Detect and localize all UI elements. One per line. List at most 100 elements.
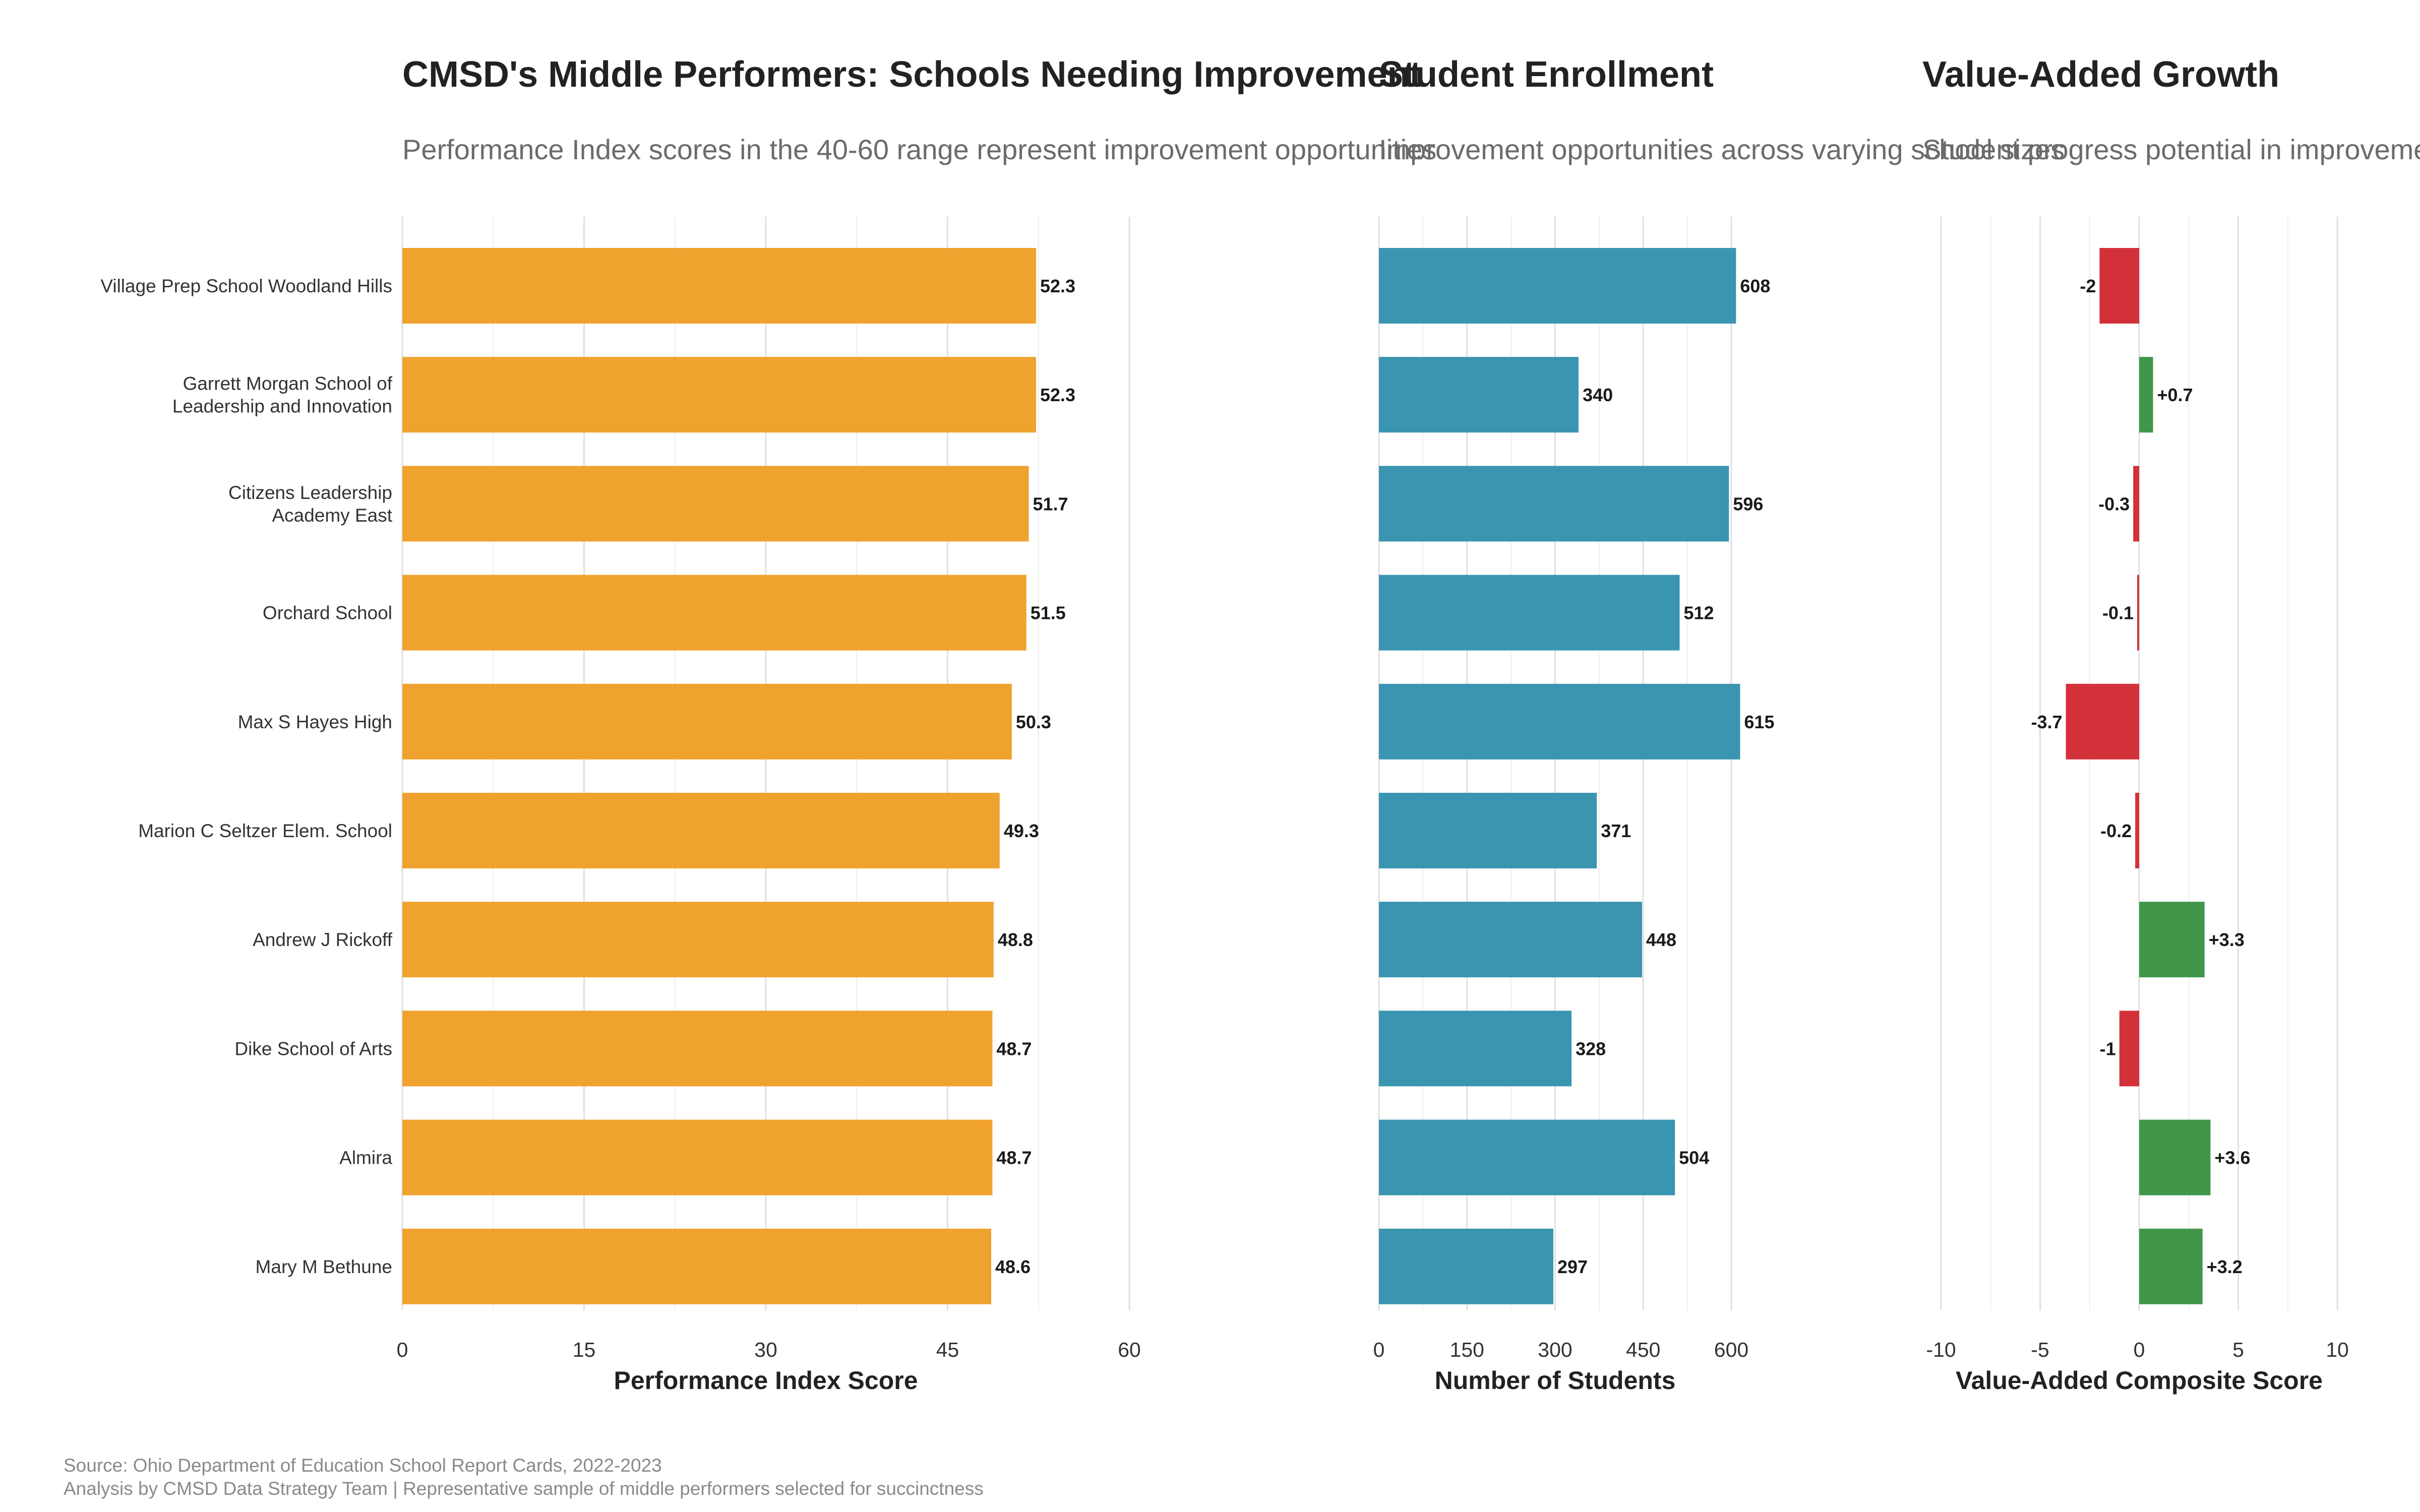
- value-label: +3.2: [2207, 1256, 2243, 1277]
- value-label: 48.7: [996, 1038, 1032, 1059]
- bar: [402, 793, 1000, 868]
- tick-label: 5: [2232, 1338, 2244, 1361]
- bar: [1379, 902, 1642, 978]
- tick-label: 60: [1118, 1338, 1141, 1361]
- value-label: -2: [2080, 276, 2096, 296]
- category-label: Orchard School: [263, 603, 392, 623]
- chart-panel-1: CMSD's Middle Performers: Schools Needin…: [397, 54, 1437, 1395]
- bar: [1379, 248, 1736, 324]
- bar: [2119, 1011, 2139, 1087]
- bar: [402, 1228, 992, 1304]
- bar: [1379, 575, 1680, 651]
- bar: [1379, 357, 1579, 433]
- tick-label: 30: [754, 1338, 777, 1361]
- tick-label: 150: [1450, 1338, 1484, 1361]
- axis-title: Performance Index Score: [614, 1366, 918, 1395]
- bar: [2139, 1228, 2203, 1304]
- tick-label: 300: [1538, 1338, 1572, 1361]
- axis-title: Value-Added Composite Score: [1956, 1366, 2323, 1395]
- value-label: -0.1: [2102, 603, 2134, 623]
- value-label: 504: [1679, 1148, 1709, 1168]
- value-label: 596: [1733, 493, 1763, 514]
- category-label: Citizens Leadership Academy East: [228, 482, 393, 526]
- value-label: 297: [1557, 1256, 1588, 1277]
- value-label: 49.3: [1004, 821, 1039, 841]
- value-label: 51.7: [1033, 493, 1068, 514]
- category-label: Village Prep School Woodland Hills: [100, 276, 392, 296]
- value-label: 52.3: [1040, 276, 1075, 296]
- bar: [402, 1119, 993, 1195]
- value-label: 608: [1740, 276, 1770, 296]
- value-label: 371: [1601, 821, 1631, 841]
- panel-subtitle: Performance Index scores in the 40-60 ra…: [402, 134, 1436, 165]
- value-label: 48.6: [995, 1256, 1031, 1277]
- value-label: 52.3: [1040, 385, 1075, 405]
- bar: [2139, 357, 2153, 433]
- chart-panel-3: Value-Added Growth Student progress poten…: [1922, 54, 2420, 1395]
- tick-label: 15: [573, 1338, 596, 1361]
- bar: [1379, 683, 1740, 760]
- panel-title: CMSD's Middle Performers: Schools Needin…: [402, 54, 1422, 95]
- value-label: -0.2: [2100, 821, 2132, 841]
- bar: [402, 466, 1029, 542]
- value-label: 512: [1683, 603, 1714, 623]
- bar: [1379, 466, 1729, 542]
- value-label: -3.7: [2031, 712, 2063, 732]
- value-label: 50.3: [1016, 712, 1051, 732]
- value-label: 328: [1576, 1038, 1606, 1059]
- bar: [2139, 902, 2205, 978]
- panel-subtitle: Improvement opportunities across varying…: [1379, 134, 2065, 165]
- category-label: Mary M Bethune: [256, 1256, 392, 1277]
- bar: [2137, 575, 2139, 651]
- bar: [1379, 1119, 1675, 1195]
- value-label: +0.7: [2157, 385, 2193, 405]
- bar: [2133, 466, 2139, 542]
- bar: [402, 575, 1026, 651]
- panel-subtitle: Student progress potential in improvemen…: [1922, 134, 2420, 165]
- bar: [1379, 1228, 1554, 1304]
- panel-title: Student Enrollment: [1379, 54, 1714, 95]
- category-label: Andrew J Rickoff: [253, 929, 393, 950]
- value-label: -0.3: [2098, 493, 2130, 514]
- bar: [402, 1011, 993, 1087]
- chart-panel-2: Student Enrollment Improvement opportunit…: [1373, 54, 2065, 1395]
- axis-title: Number of Students: [1435, 1366, 1676, 1395]
- category-label: Almira: [339, 1148, 392, 1168]
- tick-label: 0: [1373, 1338, 1385, 1361]
- analysis-caption: Analysis by CMSD Data Strategy Team | Re…: [64, 1478, 984, 1499]
- value-label: 48.7: [996, 1148, 1032, 1168]
- tick-label: -10: [1926, 1338, 1956, 1361]
- tick-label: 10: [2326, 1338, 2349, 1361]
- panel-title: Value-Added Growth: [1922, 54, 2279, 95]
- category-label: Garrett Morgan School of Leadership and I…: [172, 373, 393, 417]
- tick-label: 450: [1626, 1338, 1660, 1361]
- value-label: -1: [2100, 1038, 2116, 1059]
- category-label: Marion C Seltzer Elem. School: [138, 821, 392, 841]
- bar: [2139, 1119, 2211, 1195]
- bar: [2099, 248, 2139, 324]
- tick-label: 600: [1714, 1338, 1748, 1361]
- bar: [1379, 1011, 1572, 1087]
- bar: [2066, 683, 2139, 760]
- value-label: 340: [1583, 385, 1613, 405]
- bar: [402, 683, 1012, 760]
- value-label: +3.6: [2214, 1148, 2250, 1168]
- bar: [2135, 793, 2139, 868]
- tick-label: 0: [2134, 1338, 2145, 1361]
- value-label: 615: [1744, 712, 1774, 732]
- category-label: Dike School of Arts: [234, 1038, 392, 1059]
- tick-label: 0: [397, 1338, 408, 1361]
- tick-label: 45: [936, 1338, 959, 1361]
- bar: [1379, 793, 1597, 868]
- bar: [402, 357, 1036, 433]
- bar: [402, 902, 994, 978]
- value-label: 448: [1646, 929, 1676, 950]
- source-caption: Source: Ohio Department of Education Sch…: [64, 1455, 662, 1476]
- tick-label: -5: [2031, 1338, 2049, 1361]
- value-label: 48.8: [998, 929, 1033, 950]
- category-label: Max S Hayes High: [238, 712, 392, 732]
- value-label: +3.3: [2209, 929, 2245, 950]
- bar: [402, 248, 1036, 324]
- value-label: 51.5: [1031, 603, 1066, 623]
